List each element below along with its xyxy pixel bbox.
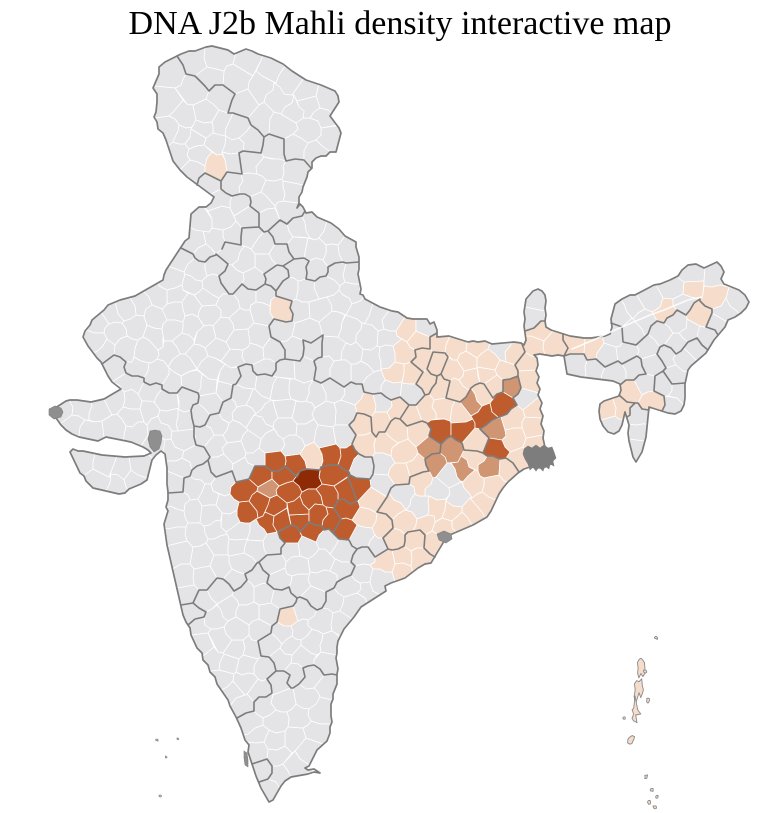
district[interactable] bbox=[501, 427, 527, 453]
district[interactable] bbox=[203, 519, 228, 540]
district[interactable] bbox=[441, 500, 463, 522]
district[interactable] bbox=[350, 563, 374, 584]
district[interactable] bbox=[143, 304, 168, 330]
district[interactable] bbox=[181, 292, 203, 318]
district[interactable] bbox=[231, 245, 256, 274]
district[interactable] bbox=[209, 554, 233, 580]
district[interactable] bbox=[521, 416, 545, 439]
island[interactable] bbox=[164, 755, 168, 759]
state-borders bbox=[101, 55, 719, 783]
brahmaputra-river bbox=[571, 296, 703, 350]
district[interactable] bbox=[190, 119, 214, 139]
district[interactable] bbox=[139, 400, 161, 426]
district[interactable] bbox=[184, 128, 207, 150]
district[interactable] bbox=[255, 511, 278, 535]
chilika-lake bbox=[436, 530, 453, 544]
district[interactable] bbox=[313, 424, 337, 449]
district[interactable] bbox=[355, 322, 379, 351]
vembanad-lake bbox=[243, 750, 249, 768]
island[interactable] bbox=[176, 737, 180, 741]
district[interactable] bbox=[235, 601, 260, 626]
district[interactable] bbox=[230, 383, 254, 408]
island[interactable] bbox=[655, 794, 659, 799]
district[interactable] bbox=[286, 215, 311, 239]
district[interactable] bbox=[156, 340, 181, 368]
district[interactable] bbox=[308, 296, 333, 323]
map-title: DNA J2b Mahli density interactive map bbox=[128, 5, 672, 42]
district[interactable] bbox=[172, 563, 195, 589]
district[interactable] bbox=[280, 434, 306, 457]
district[interactable] bbox=[249, 301, 275, 327]
island[interactable] bbox=[649, 788, 654, 792]
district[interactable] bbox=[197, 483, 220, 507]
district[interactable] bbox=[280, 94, 305, 124]
district[interactable] bbox=[290, 618, 313, 641]
island[interactable] bbox=[631, 695, 642, 724]
island[interactable] bbox=[622, 716, 626, 720]
island[interactable] bbox=[158, 794, 163, 798]
district[interactable] bbox=[598, 397, 617, 421]
district[interactable] bbox=[256, 478, 280, 499]
island[interactable] bbox=[643, 669, 648, 674]
district[interactable] bbox=[303, 237, 327, 262]
island[interactable] bbox=[633, 678, 644, 704]
island[interactable] bbox=[646, 697, 650, 704]
island[interactable] bbox=[636, 657, 646, 679]
district[interactable] bbox=[225, 328, 251, 351]
district[interactable] bbox=[369, 568, 396, 596]
district[interactable] bbox=[247, 70, 277, 106]
district[interactable] bbox=[262, 709, 290, 734]
country-outline bbox=[51, 45, 750, 803]
district[interactable] bbox=[272, 417, 298, 440]
district[interactable] bbox=[243, 539, 268, 564]
district[interactable] bbox=[181, 313, 205, 341]
district[interactable] bbox=[326, 289, 353, 316]
island[interactable] bbox=[652, 805, 657, 810]
island[interactable] bbox=[647, 799, 652, 805]
sundarbans bbox=[522, 444, 557, 472]
district[interactable] bbox=[253, 399, 279, 428]
district[interactable] bbox=[378, 344, 396, 370]
district[interactable] bbox=[253, 582, 275, 606]
little-rann bbox=[147, 429, 163, 453]
district[interactable] bbox=[232, 671, 259, 696]
sir-creek-marsh bbox=[48, 405, 64, 420]
island[interactable] bbox=[644, 774, 649, 780]
island[interactable] bbox=[627, 735, 636, 745]
district[interactable] bbox=[461, 469, 485, 499]
island[interactable] bbox=[654, 635, 659, 640]
district[interactable] bbox=[215, 293, 241, 319]
island[interactable] bbox=[154, 738, 159, 742]
